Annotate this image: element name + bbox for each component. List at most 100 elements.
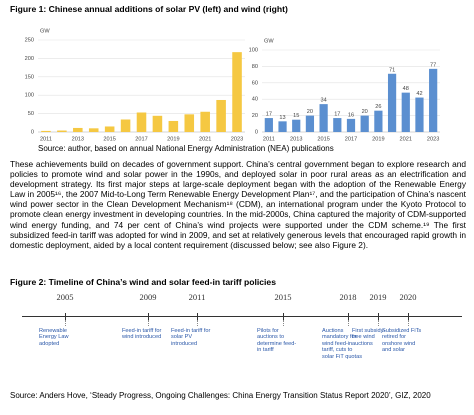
timeline: 2005 Renewable Energy Law adopted 2009 Feed… [0,290,474,390]
bar [88,128,99,132]
bar [136,112,147,132]
x-tick-label: 2021 [199,136,211,142]
x-tick-label: 2013 [290,136,302,142]
timeline-year: 2005 [56,292,74,302]
bar [200,111,210,132]
timeline-year: 2019 [369,292,387,302]
timeline-tick [148,313,149,320]
x-tick-label: 2017 [345,136,357,142]
timeline-connector [197,320,198,326]
y-tick-label: 50 [28,111,34,117]
y-tick-label: 20 [252,113,258,119]
timeline-year: 2015 [274,292,292,302]
y-tick-label: 250 [25,37,34,43]
timeline-tick [197,313,198,320]
bar [168,120,179,132]
y-tick-label: 80 [252,64,258,70]
timeline-tick [378,313,379,320]
y-tick-label: 100 [25,93,34,99]
y-tick-label: 100 [249,47,258,53]
figure-source: Source: Anders Hove, ‘Steady Progress, O… [10,391,431,400]
data-label: 77 [430,62,436,68]
y-tick-label: 40 [252,97,258,103]
timeline-event: Feed-in tariff for solar PV introduced [171,328,211,347]
timeline-event: Feed-in tariff for wind introduced [122,328,162,341]
data-label: 26 [375,104,381,110]
x-tick-label: 2015 [317,136,329,142]
x-tick-label: 2015 [103,136,115,142]
timeline-year: 2009 [139,292,157,302]
bar [346,118,356,132]
data-label: 17 [266,112,272,118]
timeline-event: Renewable Energy Law adopted [39,328,69,347]
bar [57,130,67,132]
bar [374,110,383,132]
bar [152,115,163,132]
data-label: 15 [293,113,299,119]
x-tick-label: 2017 [135,136,147,142]
data-label: 20 [307,109,313,115]
figure-title: Figure 1: Chinese annual additions of so… [10,4,288,14]
bar [360,115,369,132]
x-tick-label: 2023 [231,136,243,142]
x-tick-label: 2019 [372,136,384,142]
timeline-year: 2011 [188,292,206,302]
timeline-axis [22,316,462,317]
y-axis-unit: GW [264,38,274,44]
data-label: 20 [362,109,368,115]
data-label: 17 [334,112,340,118]
timeline-tick [408,313,409,320]
timeline-event: First subsidy-free wind auctions [352,328,386,347]
timeline-tick [65,313,66,320]
y-tick-label: 0 [255,129,258,135]
x-tick-label: 2011 [40,136,52,142]
bar [216,99,226,132]
x-tick-label: 2023 [427,136,439,142]
data-label: 48 [403,86,409,92]
timeline-connector [378,320,379,326]
y-axis-unit: GW [40,28,50,34]
bar [41,130,51,132]
figure-title: Figure 2: Timeline of China’s wind and s… [10,277,276,287]
bar [305,115,315,132]
body-paragraph: These achievements build on decades of g… [10,159,466,250]
bar [292,119,301,132]
timeline-connector [65,320,66,326]
bar [319,104,328,132]
x-tick-label: 2013 [72,136,84,142]
bar [73,127,83,132]
data-label: 71 [389,67,395,73]
timeline-connector [283,320,284,326]
timeline-connector [148,320,149,326]
figure-source: Source: author, based on annual National… [38,144,334,153]
timeline-connector [408,320,409,326]
bar [415,97,424,132]
bar [333,118,342,132]
bar [184,114,195,132]
timeline-year: 2018 [339,292,357,302]
y-tick-label: 60 [252,80,258,86]
bar [104,126,115,132]
bar [429,68,438,132]
bar [264,118,273,132]
timeline-event: Auctions mandatory for wind feed-in tari… [322,328,363,360]
bar [387,73,397,132]
timeline-tick [348,313,349,320]
timeline-event: Subsidized FiTs retired for onshore wind… [382,328,422,354]
y-tick-label: 0 [31,129,34,135]
bar [401,92,410,132]
y-tick-label: 200 [25,56,34,62]
bar [278,121,287,132]
data-label: 42 [416,91,422,97]
timeline-tick [283,313,284,320]
x-tick-label: 2011 [263,136,275,142]
timeline-connector [348,320,349,326]
y-tick-label: 150 [25,74,34,80]
timeline-year: 2020 [399,292,417,302]
x-tick-label: 2019 [167,136,179,142]
timeline-event: Pilots for auctions to determine feed-in… [257,328,297,354]
bar [232,52,242,133]
data-label: 16 [348,112,354,118]
